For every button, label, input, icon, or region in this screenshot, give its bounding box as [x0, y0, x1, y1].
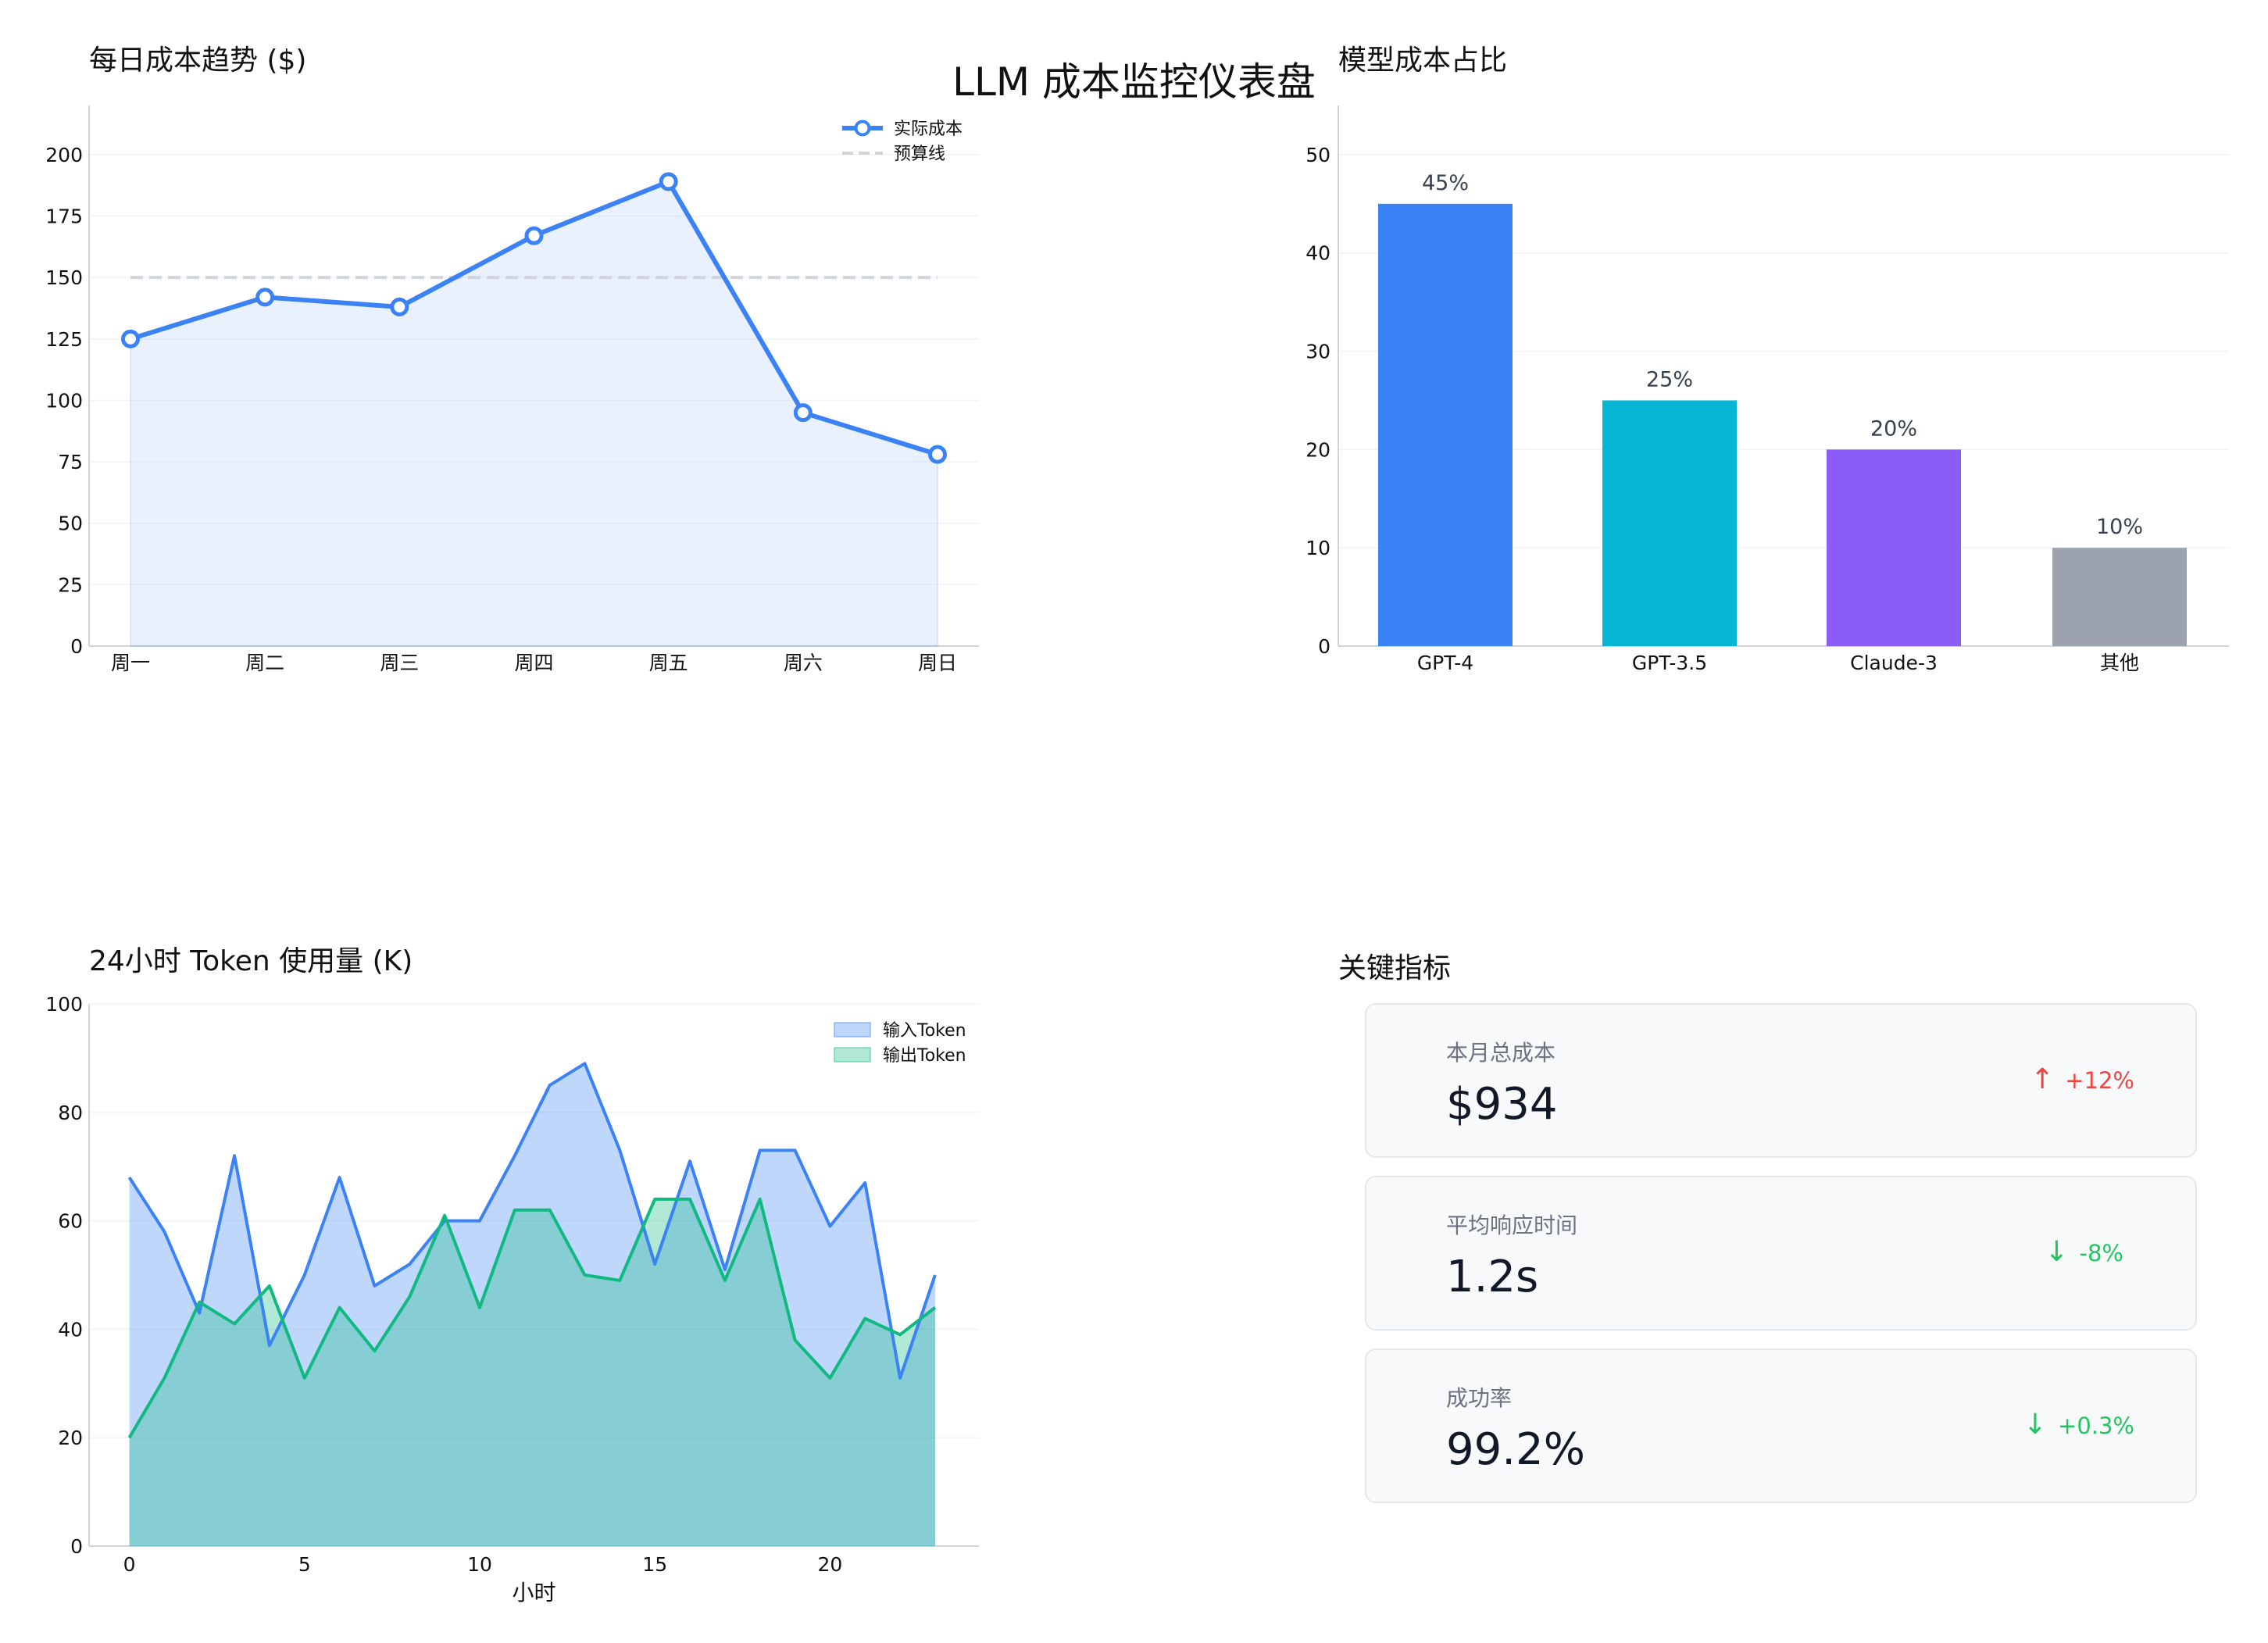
x-tick-label: Claude-3 [1850, 652, 1938, 674]
legend-label: 实际成本 [894, 120, 963, 139]
y-tick-label: 175 [45, 205, 83, 228]
bar [1378, 203, 1513, 646]
y-tick-label: 60 [58, 1210, 83, 1233]
bar [2052, 548, 2187, 646]
y-tick-label: 0 [1318, 635, 1330, 658]
y-tick-label: 100 [45, 389, 83, 412]
bar [1827, 449, 1961, 646]
kpi-change-value: +0.3% [2058, 1413, 2134, 1439]
kpi-card-total-cost: 本月总成本 $934 ↑ +12% [1365, 1003, 2197, 1158]
arrow-down-icon: ↓ [2045, 1236, 2069, 1268]
chart-title: 每日成本趋势 ($) [89, 45, 306, 77]
x-tick-label: 周六 [784, 652, 823, 674]
arrow-down-icon: ↓ [2023, 1409, 2048, 1441]
y-tick-label: 25 [58, 573, 83, 596]
y-tick-label: 80 [58, 1102, 83, 1124]
y-tick-label: 50 [58, 513, 83, 535]
y-tick-label: 100 [45, 993, 83, 1016]
bar-data-label: 45% [1422, 171, 1469, 195]
x-tick-label: 其他 [2100, 652, 2139, 674]
kpi-label: 本月总成本 [1446, 1040, 1556, 1066]
x-tick-label: 周日 [918, 652, 957, 674]
input-token-area [129, 1063, 935, 1546]
x-axis-title: 小时 [512, 1580, 555, 1605]
y-tick-label: 40 [1305, 242, 1330, 265]
data-point [928, 445, 947, 464]
legend-label: 预算线 [894, 145, 945, 164]
x-tick-label: GPT-4 [1417, 652, 1473, 674]
chart-title: 24小时 Token 使用量 (K) [89, 945, 413, 977]
kpi-change-value: +12% [2065, 1067, 2134, 1094]
x-tick-label: 10 [467, 1553, 492, 1576]
daily-cost-line-chart: 每日成本趋势 ($) 0 25 50 75 100 125 150 175 200 周一 周二 周三 周四… [45, 45, 979, 674]
y-tick-label: 150 [45, 266, 83, 289]
data-point [659, 172, 678, 191]
x-tick-label: 15 [642, 1553, 667, 1576]
legend-marker-actual [854, 120, 871, 137]
bar [1602, 400, 1737, 646]
y-tick-label: 200 [45, 144, 83, 166]
x-tick-label: 20 [818, 1553, 843, 1576]
data-point [793, 403, 813, 423]
y-tick-label: 125 [45, 328, 83, 351]
token-usage-area-chart: 24小时 Token 使用量 (K) 0 20 40 60 80 100 0 5 10 15 20 小时… [45, 945, 979, 1605]
y-tick-label: 20 [58, 1427, 83, 1449]
data-point [390, 297, 409, 316]
x-tick-label: 0 [123, 1553, 136, 1576]
x-tick-label: 5 [298, 1553, 311, 1576]
y-tick-label: 50 [1305, 144, 1330, 166]
y-tick-label: 75 [58, 451, 83, 473]
arrow-up-icon: ↑ [2030, 1063, 2055, 1095]
kpi-change: ↓ +0.3% [2023, 1411, 2134, 1439]
kpi-value: 99.2% [1446, 1424, 1585, 1475]
legend-swatch-input [834, 1022, 871, 1038]
input-token-line [127, 1062, 937, 1380]
data-point [524, 226, 544, 245]
y-tick-label: 20 [1305, 438, 1330, 461]
bar-data-label: 10% [2096, 515, 2143, 539]
legend-label: 输入Token [883, 1021, 966, 1041]
kpi-label: 平均响应时间 [1446, 1213, 1578, 1238]
legend-label: 输出Token [883, 1046, 966, 1066]
y-tick-label: 0 [70, 635, 83, 658]
output-token-area [129, 1198, 935, 1546]
x-tick-label: 周二 [245, 652, 284, 674]
x-tick-label: 周三 [380, 652, 419, 674]
kpi-value: $934 [1446, 1079, 1558, 1130]
y-tick-label: 40 [58, 1318, 83, 1341]
kpi-card-avg-response-time: 平均响应时间 1.2s ↓ -8% [1365, 1176, 2197, 1330]
model-cost-bar-chart: 模型成本占比 0 10 20 30 40 50 45% GPT-4 25% GPT-3.5 20% Cl… [1305, 45, 2229, 674]
kpi-change-value: -8% [2079, 1240, 2123, 1266]
kpi-label: 成功率 [1446, 1385, 1513, 1411]
bar-data-label: 25% [1646, 367, 1693, 391]
dashboard-title: LLM 成本监控仪表盘 [952, 59, 1316, 105]
legend-swatch-output [834, 1047, 871, 1063]
kpi-value: 1.2s [1446, 1252, 1539, 1302]
x-tick-label: 周一 [111, 652, 150, 674]
bar-data-label: 20% [1870, 416, 1917, 441]
kpi-section-title: 关键指标 [1338, 952, 1452, 984]
data-point [255, 288, 275, 307]
y-tick-label: 10 [1305, 537, 1330, 559]
data-point [121, 329, 140, 348]
chart-title: 模型成本占比 [1338, 45, 1507, 77]
y-tick-label: 0 [70, 1535, 83, 1558]
y-tick-label: 30 [1305, 341, 1330, 363]
x-tick-label: GPT-3.5 [1632, 652, 1707, 674]
output-token-line [127, 1197, 937, 1439]
x-tick-label: 周四 [514, 652, 553, 674]
kpi-card-success-rate: 成功率 99.2% ↓ +0.3% [1365, 1348, 2197, 1503]
kpi-change: ↑ +12% [2030, 1066, 2134, 1094]
kpi-change: ↓ -8% [2045, 1238, 2123, 1266]
x-tick-label: 周五 [649, 652, 688, 674]
